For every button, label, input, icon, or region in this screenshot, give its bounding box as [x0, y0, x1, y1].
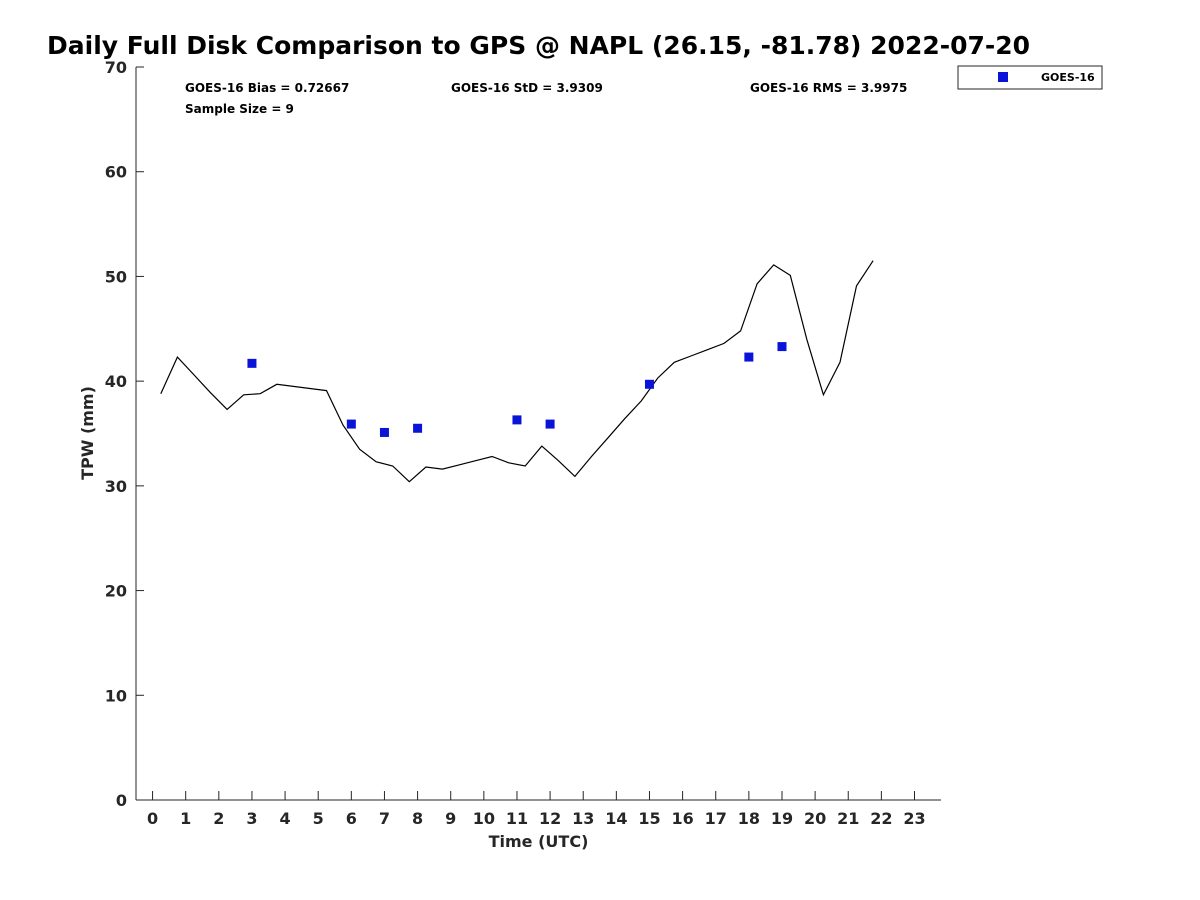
gps-tpw-line	[160, 260, 874, 483]
x-tick-label: 9	[445, 809, 456, 828]
x-tick-label: 17	[705, 809, 727, 828]
y-tick-label: 30	[105, 477, 127, 496]
x-tick-label: 19	[771, 809, 793, 828]
rms-stat: GOES-16 RMS = 3.9975	[750, 81, 907, 95]
y-tick-label: 50	[105, 267, 127, 286]
x-tick-label: 8	[412, 809, 423, 828]
std-stat: GOES-16 StD = 3.9309	[451, 81, 603, 95]
x-tick-label: 20	[804, 809, 826, 828]
y-axis-label: TPW (mm)	[78, 386, 97, 480]
x-tick-label: 21	[837, 809, 859, 828]
legend-marker	[998, 72, 1008, 82]
x-axis-ticks: 0 1 2 3 4 5 6 7 8 9 10 11 12 13 14 15 16 17 18 19 20 21 22 23	[147, 791, 926, 828]
x-tick-label: 2	[213, 809, 224, 828]
goes16-point	[346, 419, 356, 429]
x-tick-label: 23	[903, 809, 925, 828]
goes16-point	[247, 358, 257, 368]
y-tick-label: 70	[105, 58, 127, 77]
goes16-point	[379, 427, 389, 437]
x-tick-label: 13	[572, 809, 594, 828]
x-tick-label: 11	[506, 809, 528, 828]
goes16-point	[545, 419, 555, 429]
y-tick-label: 40	[105, 372, 127, 391]
goes16-point	[512, 415, 522, 425]
sample-size-stat: Sample Size = 9	[185, 102, 294, 116]
goes16-point	[413, 423, 423, 433]
x-tick-label: 22	[870, 809, 892, 828]
y-tick-label: 0	[116, 791, 127, 810]
x-tick-label: 18	[738, 809, 760, 828]
chart-title: Daily Full Disk Comparison to GPS @ NAPL…	[47, 31, 1030, 60]
x-tick-label: 5	[313, 809, 324, 828]
x-tick-label: 7	[379, 809, 390, 828]
legend: GOES-16	[957, 65, 1103, 90]
series-layer	[160, 260, 874, 483]
y-axis-ticks: 0 10 20 30 40 50 60 70	[105, 58, 144, 810]
y-tick-label: 60	[105, 163, 127, 182]
goes16-point	[744, 352, 754, 362]
bias-stat: GOES-16 Bias = 0.72667	[185, 81, 349, 95]
x-tick-label: 6	[346, 809, 357, 828]
x-tick-label: 14	[605, 809, 627, 828]
x-tick-label: 0	[147, 809, 158, 828]
goes16-point	[644, 379, 654, 389]
x-tick-label: 12	[539, 809, 561, 828]
x-tick-label: 4	[280, 809, 291, 828]
x-tick-label: 10	[473, 809, 495, 828]
x-tick-label: 1	[180, 809, 191, 828]
legend-label: GOES-16	[1041, 71, 1095, 84]
plot-frame	[135, 67, 941, 801]
stats-annotations: GOES-16 Bias = 0.72667 GOES-16 StD = 3.9…	[185, 81, 907, 116]
x-tick-label: 15	[638, 809, 660, 828]
x-tick-label: 16	[671, 809, 693, 828]
y-tick-label: 20	[105, 582, 127, 601]
x-axis-label: Time (UTC)	[489, 832, 589, 851]
legend-box	[957, 65, 1103, 90]
goes16-point	[777, 342, 787, 352]
x-tick-label: 3	[246, 809, 257, 828]
y-tick-label: 10	[105, 686, 127, 705]
